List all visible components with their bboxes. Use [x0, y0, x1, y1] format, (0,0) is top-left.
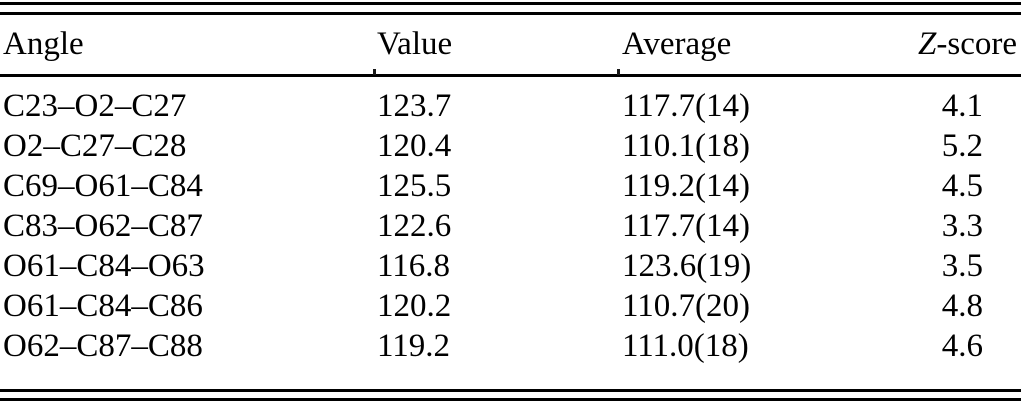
- zscore-cell: 3.5: [941, 247, 983, 284]
- column-header-average: Average: [620, 15, 900, 77]
- table-row: O61–C84–O63 116.8 123.6(19) 3.5: [0, 246, 1021, 286]
- column-header-value: Value: [377, 15, 620, 77]
- bottom-double-rule: [0, 389, 1021, 401]
- angle-cell: O62–C87–C88: [3, 327, 203, 364]
- zscore-cell: 5.2: [941, 127, 983, 164]
- bottom-double-rule-line-2: [0, 398, 1021, 401]
- value-cell: 125.5: [377, 167, 452, 204]
- value-cell: 119.2: [377, 327, 451, 364]
- zscore-rest: -score: [936, 26, 1017, 63]
- average-cell: 110.7(20): [622, 287, 751, 324]
- angle-cell: O61–C84–C86: [3, 287, 203, 324]
- angle-cell: C23–O2–C27: [3, 87, 187, 124]
- angle-cell: O2–C27–C28: [3, 127, 187, 164]
- top-double-rule-line-1: [0, 2, 1021, 5]
- table-row: O61–C84–C86 120.2 110.7(20) 4.8: [0, 286, 1021, 326]
- table-row: C69–O61–C84 125.5 119.2(14) 4.5: [0, 166, 1021, 206]
- value-cell: 120.2: [377, 287, 452, 324]
- column-boundary-tick-value: [373, 69, 376, 75]
- angle-cell: C69–O61–C84: [3, 167, 203, 204]
- header-row: Angle Value Average Z-score: [0, 15, 1021, 77]
- average-cell: 111.0(18): [622, 327, 749, 364]
- average-cell: 117.7(14): [622, 87, 751, 124]
- value-cell: 123.7: [377, 87, 452, 124]
- zscore-cell: 4.6: [941, 327, 983, 364]
- average-cell: 123.6(19): [622, 247, 752, 284]
- spacer-row: [0, 76, 1021, 87]
- zscore-cell: 3.3: [941, 207, 983, 244]
- angle-cell: C83–O62–C87: [3, 207, 203, 244]
- top-double-rule-line-2: [0, 12, 1021, 15]
- zscore-cell: 4.8: [941, 287, 983, 324]
- table-row: C83–O62–C87 122.6 117.7(14) 3.3: [0, 206, 1021, 246]
- zscore-cell: 4.5: [941, 167, 983, 204]
- top-double-rule-gap: [0, 5, 1021, 12]
- table-row: O2–C27–C28 120.4 110.1(18) 5.2: [0, 126, 1021, 166]
- table-header: Angle Value Average Z-score: [0, 15, 1021, 77]
- table-row: C23–O2–C27 123.7 117.7(14) 4.1: [0, 86, 1021, 126]
- value-cell: 116.8: [377, 247, 451, 284]
- value-cell: 120.4: [377, 127, 452, 164]
- zscore-cell: 4.1: [941, 87, 983, 124]
- table-row: O62–C87–C88 119.2 111.0(18) 4.6: [0, 326, 1021, 366]
- table-body: C23–O2–C27 123.7 117.7(14) 4.1 O2–C27–C2…: [0, 76, 1021, 367]
- bottom-double-rule-line-1: [0, 389, 1021, 392]
- column-header-angle: Angle: [0, 15, 377, 77]
- angles-table: Angle Value Average Z-score C23–O2–C27 1…: [0, 15, 1021, 366]
- average-cell: 119.2(14): [622, 167, 751, 204]
- column-boundary-tick-average: [617, 69, 620, 75]
- value-cell: 122.6: [377, 207, 452, 244]
- angle-cell: O61–C84–O63: [3, 247, 205, 284]
- zscore-italic-z: Z: [918, 26, 937, 63]
- average-cell: 110.1(18): [622, 127, 751, 164]
- column-header-zscore: Z-score: [900, 15, 1021, 77]
- average-cell: 117.7(14): [622, 207, 751, 244]
